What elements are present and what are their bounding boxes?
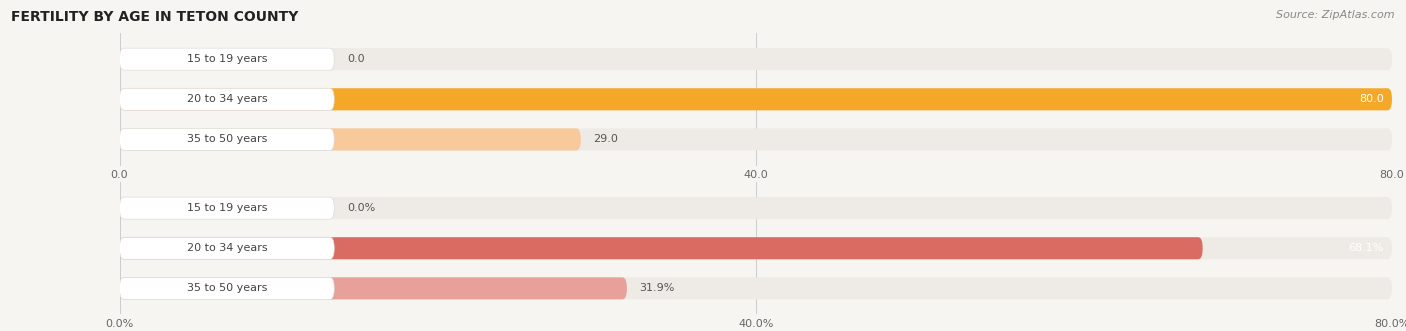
Text: FERTILITY BY AGE IN TETON COUNTY: FERTILITY BY AGE IN TETON COUNTY (11, 10, 298, 24)
Text: 15 to 19 years: 15 to 19 years (187, 203, 267, 213)
FancyBboxPatch shape (120, 128, 1392, 151)
FancyBboxPatch shape (120, 237, 1202, 259)
FancyBboxPatch shape (120, 237, 1392, 259)
FancyBboxPatch shape (120, 88, 1392, 110)
FancyBboxPatch shape (120, 128, 335, 151)
FancyBboxPatch shape (120, 88, 335, 110)
FancyBboxPatch shape (120, 197, 335, 219)
Text: 35 to 50 years: 35 to 50 years (187, 283, 267, 293)
FancyBboxPatch shape (120, 277, 335, 300)
FancyBboxPatch shape (120, 277, 627, 300)
FancyBboxPatch shape (120, 128, 581, 151)
Text: 31.9%: 31.9% (640, 283, 675, 293)
Text: 35 to 50 years: 35 to 50 years (187, 134, 267, 144)
Text: 20 to 34 years: 20 to 34 years (187, 243, 267, 253)
FancyBboxPatch shape (120, 48, 1392, 70)
Text: Source: ZipAtlas.com: Source: ZipAtlas.com (1277, 10, 1395, 20)
FancyBboxPatch shape (120, 48, 335, 70)
FancyBboxPatch shape (120, 277, 1392, 300)
FancyBboxPatch shape (120, 88, 1392, 110)
Text: 0.0: 0.0 (347, 54, 364, 64)
Text: 68.1%: 68.1% (1348, 243, 1384, 253)
FancyBboxPatch shape (120, 237, 335, 259)
FancyBboxPatch shape (120, 197, 1392, 219)
Text: 20 to 34 years: 20 to 34 years (187, 94, 267, 104)
Text: 80.0: 80.0 (1360, 94, 1384, 104)
Text: 15 to 19 years: 15 to 19 years (187, 54, 267, 64)
Text: 29.0: 29.0 (593, 134, 619, 144)
Text: 0.0%: 0.0% (347, 203, 375, 213)
